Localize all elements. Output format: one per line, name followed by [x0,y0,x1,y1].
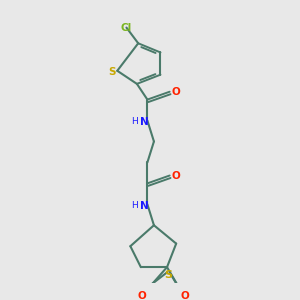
Text: O: O [138,291,146,300]
Text: H: H [131,201,138,210]
Text: O: O [172,87,181,97]
Text: O: O [172,170,181,181]
Text: Cl: Cl [121,22,132,33]
Text: H: H [131,117,138,126]
Text: N: N [140,201,149,211]
Text: N: N [140,117,149,127]
Text: S: S [108,67,116,77]
Text: S: S [164,270,172,280]
Text: O: O [181,291,190,300]
